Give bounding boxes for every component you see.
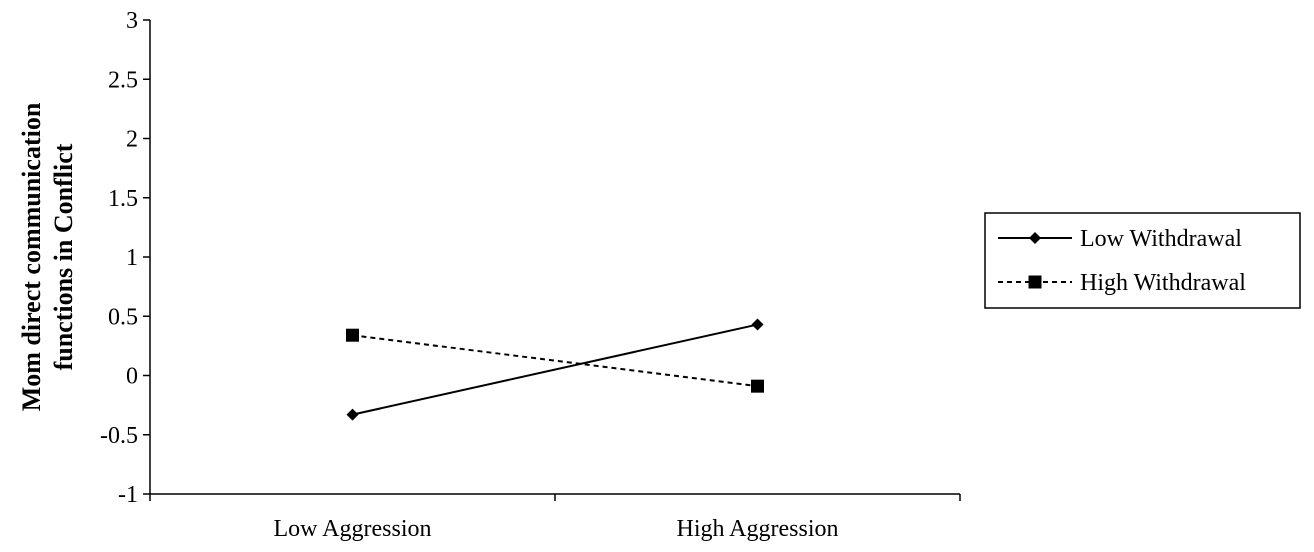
data-point-diamond [751, 318, 764, 331]
legend-label: High Withdrawal [1080, 270, 1246, 296]
series-line-high-withdrawal [352, 334, 758, 388]
y-tick-label: 0.5 [108, 304, 138, 330]
y-tick-label: 1 [126, 245, 138, 271]
data-point-diamond [346, 408, 359, 421]
legend-box [984, 212, 1301, 309]
y-tick-label: -1 [118, 482, 138, 508]
data-point-square [751, 379, 764, 393]
y-tick-label: 2.5 [108, 67, 138, 93]
y-axis-label-line-1: Mom direct communication [17, 102, 46, 411]
legend-marker-diamond [1029, 232, 1041, 244]
x-category-label: High Aggression [677, 516, 839, 542]
y-tick-label: -0.5 [100, 423, 138, 449]
y-tick-label: 1.5 [108, 186, 138, 212]
data-point-square [346, 328, 359, 342]
legend-marker-square [1028, 275, 1042, 289]
y-tick-label: 0 [126, 364, 138, 390]
x-category-label: Low Aggression [274, 516, 432, 542]
y-axis-label-line-2: functions in Conflict [49, 143, 78, 370]
y-tick-label: 3 [126, 8, 138, 34]
series-line-low-withdrawal [352, 323, 758, 416]
legend-label: Low Withdrawal [1080, 226, 1242, 252]
y-tick-label: 2 [126, 127, 138, 153]
